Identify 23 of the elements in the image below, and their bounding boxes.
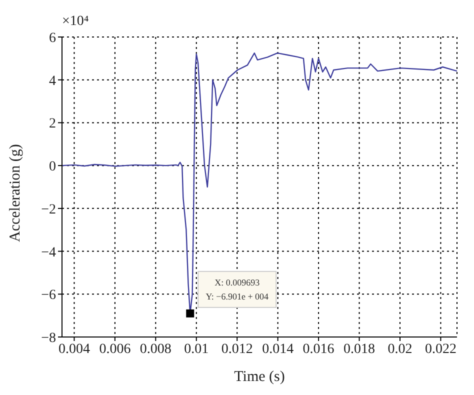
x-tick-label: 0.008: [140, 342, 172, 357]
y-tick-label: −6: [41, 288, 56, 304]
x-tick-label: 0.018: [344, 342, 376, 357]
x-tick-label: 0.006: [99, 342, 131, 357]
x-tick-label: 0.01: [184, 342, 209, 357]
x-tick-label: 0.022: [424, 342, 456, 357]
x-tick-label: 0.012: [221, 342, 253, 357]
annotation: X: 0.009693: [214, 277, 260, 288]
y-tick-label: −4: [41, 245, 56, 260]
y-tick-label: 4: [49, 74, 56, 89]
x-tick-label: 0.02: [388, 342, 412, 357]
x-axis-title: Time (s): [234, 369, 285, 385]
x-tick-label: 0.016: [302, 342, 334, 357]
x-tick-label: 0.014: [262, 342, 294, 357]
y-axis-title: Acceleration (g): [7, 144, 24, 242]
x-tick-label: 0.004: [58, 342, 90, 357]
y-tick-label: 0: [49, 160, 56, 175]
y-tick-label: −2: [41, 202, 56, 218]
annotation: Y: −6.901e + 004: [206, 291, 270, 302]
text: ×10⁴: [62, 14, 89, 30]
y-tick-label: 2: [49, 116, 56, 132]
y-tick-label: −8: [41, 330, 56, 346]
y-tick-label: 6: [49, 30, 56, 46]
